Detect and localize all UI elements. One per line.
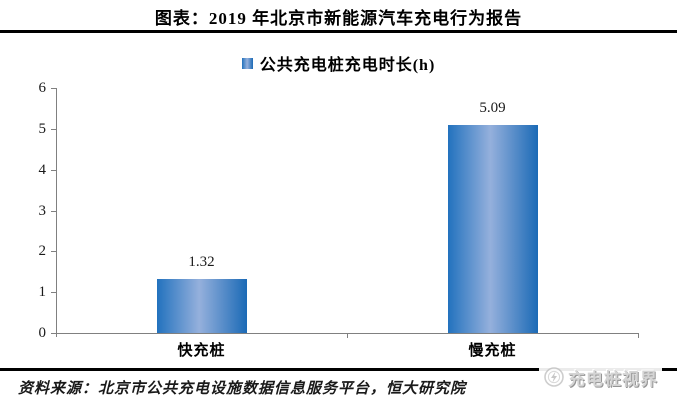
watermark-label: 充电桩视界 (568, 369, 658, 389)
page-title: 图表：2019 年北京市新能源汽车充电行为报告 (154, 9, 523, 28)
legend-color-swatch (241, 57, 253, 69)
x-axis-category-label: 慢充桩 (468, 343, 517, 359)
bottom-divider (0, 368, 677, 371)
lightning-circle-icon (543, 366, 565, 388)
y-axis-tick-mark (51, 210, 56, 212)
y-axis-tick-label: 6 (38, 80, 47, 96)
y-axis-tick-mark (51, 88, 56, 89)
y-axis-tick-mark (51, 251, 56, 253)
y-axis-tick-mark (51, 128, 56, 130)
y-axis-tick-mark (51, 292, 56, 294)
y-axis-tick-label: 5 (38, 120, 47, 137)
bar-value-label: 5.09 (479, 100, 506, 117)
legend-label: 公共充电桩充电时长(h) (259, 57, 436, 74)
bar-快充桩 (156, 279, 247, 333)
x-axis-category-label: 快充桩 (177, 343, 226, 359)
y-axis-tick-label: 2 (38, 243, 47, 260)
y-axis-tick-label: 1 (38, 284, 47, 301)
source-note: 资料来源：北京市公共充电设施数据信息服务平台，恒大研究院 (18, 381, 467, 397)
x-axis-tick-mark (638, 333, 639, 338)
y-axis-tick-label: 0 (38, 325, 47, 341)
bar-慢充桩 (447, 125, 538, 333)
y-axis-line (56, 88, 57, 337)
x-axis-tick-mark (347, 333, 348, 338)
y-axis-tick-mark (51, 333, 56, 334)
watermark: 充电桩视界 (539, 362, 662, 392)
y-axis-tick-mark (51, 169, 56, 171)
top-divider (0, 30, 677, 33)
chart-legend: 公共充电桩充电时长(h) (0, 51, 677, 75)
y-axis-tick-label: 4 (38, 161, 47, 178)
y-axis-tick-label: 3 (38, 202, 47, 219)
bar-value-label: 1.32 (188, 254, 215, 271)
